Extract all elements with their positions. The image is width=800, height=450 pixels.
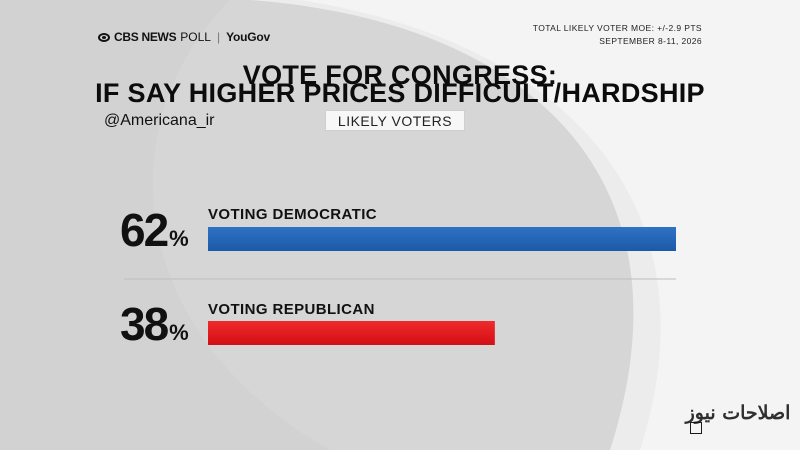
brand-poll: POLL <box>180 30 211 44</box>
watermark-logo: اصلاحات نیوز <box>685 402 791 424</box>
brand-yougov: YouGov <box>226 30 271 44</box>
social-handle: @Americana_ir <box>104 112 215 129</box>
chart-subtitle: IF SAY HIGHER PRICES DIFFICULT/HARDSHIP <box>95 78 705 108</box>
likely-voters-badge: LIKELY VOTERS <box>325 110 465 131</box>
watermark-box <box>690 422 702 434</box>
category-label-democratic: VOTING DEMOCRATIC <box>208 206 378 223</box>
value-number-republican: 38 <box>120 298 169 350</box>
poll-meta: TOTAL LIKELY VOTER MOE: +/-2.9 PTS SEPTE… <box>533 22 702 48</box>
category-label-republican: VOTING REPUBLICAN <box>208 301 375 318</box>
poll-dates: SEPTEMBER 8-11, 2026 <box>599 36 702 46</box>
brand-cbs-news: CBS NEWS <box>114 30 177 44</box>
brand-header: CBS NEWS POLL | YouGov <box>98 30 270 44</box>
bar-democratic <box>208 227 676 251</box>
percent-sign: % <box>169 226 189 251</box>
cbs-eye-icon <box>98 32 110 42</box>
bar-republican <box>208 321 495 345</box>
percent-sign: % <box>169 320 189 345</box>
brand-divider: | <box>216 30 221 44</box>
value-label-republican: 38% <box>120 301 189 356</box>
chart-title: VOTE FOR CONGRESS: <box>242 60 558 90</box>
margin-of-error: TOTAL LIKELY VOTER MOE: +/-2.9 PTS <box>532 23 702 33</box>
value-number-democratic: 62 <box>120 204 169 256</box>
value-label-democratic: 62% <box>120 207 189 262</box>
